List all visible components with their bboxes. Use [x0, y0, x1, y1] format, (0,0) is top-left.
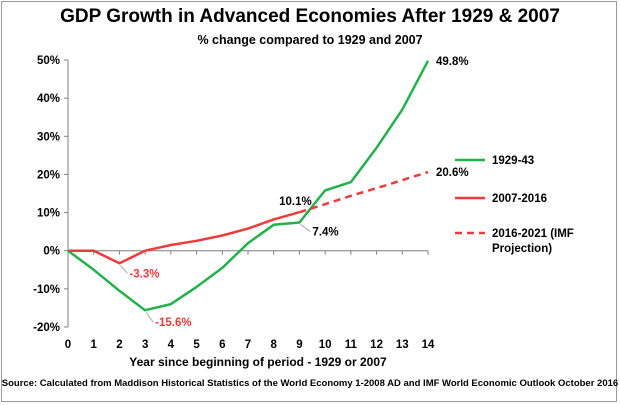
annotation-leader	[120, 265, 128, 274]
x-tick-label: 1	[91, 339, 98, 351]
x-tick-label: 9	[296, 339, 302, 351]
x-tick-label: 6	[219, 339, 225, 351]
y-tick-label: -20%	[33, 322, 60, 334]
legend-label: Projection)	[492, 243, 552, 255]
chart-subtitle: % change compared to 1929 and 2007	[197, 33, 423, 47]
y-tick-label: 40%	[37, 93, 60, 105]
x-tick-label: 0	[65, 339, 71, 351]
x-tick-label: 5	[193, 339, 200, 351]
x-tick-label: 4	[168, 339, 175, 351]
x-tick-label: 3	[142, 339, 148, 351]
x-tick-label: 7	[245, 339, 251, 351]
y-tick-label: 20%	[37, 169, 60, 181]
x-tick-label: 2	[116, 339, 122, 351]
data-label: 20.6%	[436, 167, 469, 179]
x-tick-label: 12	[370, 339, 383, 351]
x-tick-label: 10	[319, 339, 332, 351]
data-label: 10.1%	[279, 196, 312, 208]
y-tick-label: 50%	[37, 55, 60, 67]
series-line-2	[299, 170, 429, 214]
data-label: 7.4%	[312, 226, 338, 238]
x-tick-label: 14	[422, 339, 435, 351]
y-tick-label: 30%	[37, 131, 60, 143]
annotation-leader	[300, 224, 311, 232]
series-line-1	[68, 210, 300, 265]
y-tick-label: 10%	[37, 208, 60, 220]
y-tick-label: 0%	[43, 246, 60, 258]
annotation-leader	[145, 311, 154, 323]
chart-source: Source: Calculated from Maddison Histori…	[1, 378, 619, 389]
x-axis-title: Year since beginning of period - 1929 or…	[129, 355, 387, 369]
y-tick-label: -10%	[33, 284, 60, 296]
data-label: -3.3%	[129, 268, 159, 280]
legend-label: 2007-2016	[492, 193, 547, 205]
data-label: 49.8%	[436, 56, 469, 68]
legend-label: 1929-43	[492, 155, 534, 167]
legend-label: 2016-2021 (IMF	[492, 228, 574, 240]
x-tick-label: 11	[345, 339, 358, 351]
data-label: -15.6%	[155, 317, 191, 329]
series-line-0	[67, 60, 430, 312]
chart-title: GDP Growth in Advanced Economies After 1…	[60, 6, 560, 27]
x-tick-label: 8	[271, 339, 278, 351]
x-tick-label: 13	[396, 339, 409, 351]
